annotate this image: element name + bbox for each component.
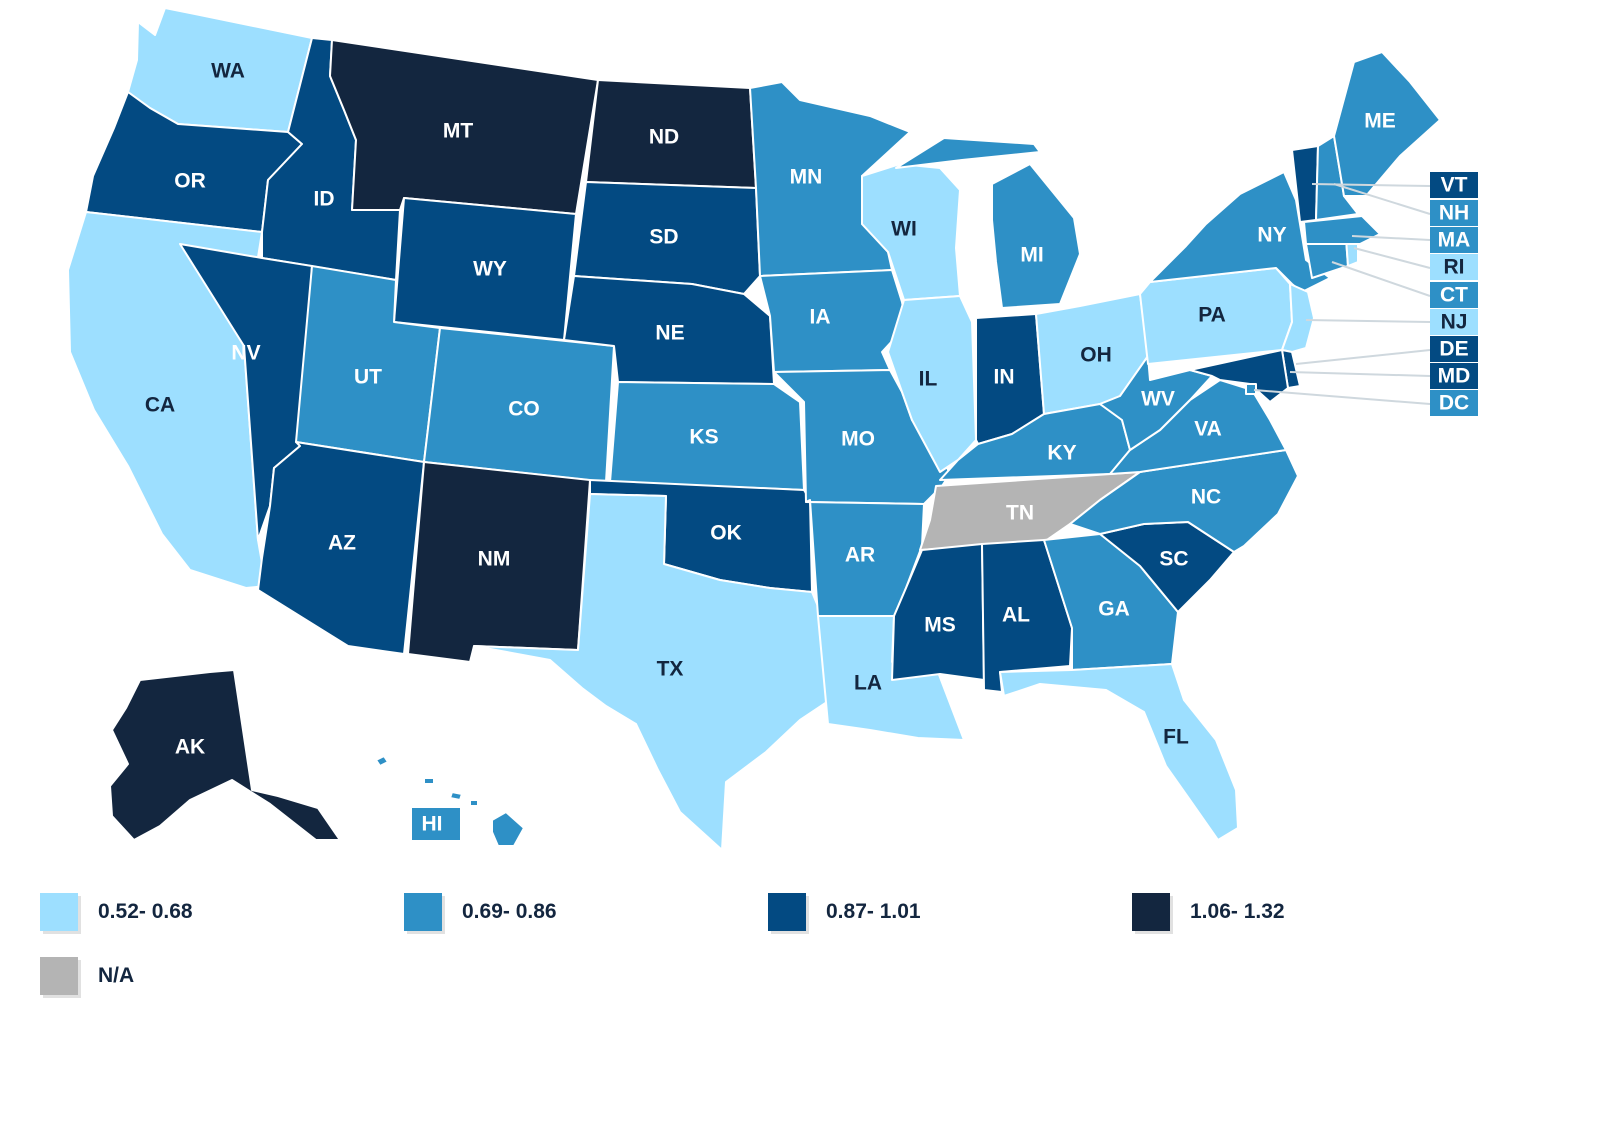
- label-TN: TN: [1006, 502, 1034, 525]
- state-IL[interactable]: [887, 295, 977, 473]
- label-box-MA: [1430, 227, 1478, 253]
- state-AK[interactable]: [109, 669, 341, 841]
- label-AK: AK: [175, 736, 205, 759]
- label-MI: MI: [1020, 244, 1043, 267]
- label-CA: CA: [145, 394, 175, 417]
- legend-label: 0.52- 0.68: [98, 900, 193, 923]
- label-box-NH: [1430, 200, 1478, 226]
- legend-label: N/A: [98, 964, 135, 987]
- label-NC: NC: [1191, 486, 1221, 509]
- label-MS: MS: [924, 614, 956, 637]
- state-FL[interactable]: [999, 663, 1239, 841]
- label-box-NJ: [1430, 309, 1478, 335]
- label-box-DC: [1430, 390, 1478, 416]
- label-ND: ND: [649, 126, 679, 149]
- state-AZ[interactable]: [257, 441, 425, 655]
- label-SD: SD: [649, 226, 678, 249]
- label-PA: PA: [1198, 304, 1226, 327]
- label-AZ: AZ: [328, 532, 356, 555]
- label-box-DE: [1430, 336, 1478, 362]
- state-MD[interactable]: [1189, 349, 1289, 403]
- state-MT[interactable]: [329, 39, 599, 215]
- label-WY: WY: [473, 258, 507, 281]
- label-SC: SC: [1159, 548, 1188, 571]
- legend-label: 0.69- 0.86: [462, 900, 557, 923]
- state-MI[interactable]: [895, 137, 1081, 309]
- state-HI[interactable]: [375, 755, 525, 847]
- label-IL: IL: [919, 368, 938, 391]
- legend-item-c1: 0.52- 0.68: [40, 893, 193, 931]
- label-box-HI: [412, 808, 460, 840]
- label-VA: VA: [1194, 418, 1222, 441]
- legend-item-c2: 0.69- 0.86: [404, 893, 557, 931]
- legend-label: 0.87- 1.01: [826, 900, 921, 923]
- label-KS: KS: [689, 426, 718, 449]
- label-CT: CT: [1440, 284, 1468, 307]
- label-OH: OH: [1080, 344, 1112, 367]
- label-MA: MA: [1438, 229, 1471, 252]
- label-DC: DC: [1439, 392, 1469, 415]
- label-box-VT: [1430, 172, 1478, 198]
- state-TX[interactable]: [473, 493, 831, 851]
- state-IA[interactable]: [759, 269, 907, 373]
- legend-item-na: N/A: [40, 957, 134, 995]
- label-IN: IN: [994, 366, 1015, 389]
- label-MD: MD: [1438, 365, 1471, 388]
- label-WI: WI: [891, 218, 917, 241]
- label-WA: WA: [211, 60, 245, 83]
- label-NV: NV: [231, 342, 260, 365]
- label-box-RI: [1430, 254, 1478, 280]
- state-KS[interactable]: [609, 381, 805, 491]
- label-OR: OR: [174, 170, 206, 193]
- label-box-CT: [1430, 282, 1478, 308]
- legend-label: 1.06- 1.32: [1190, 900, 1285, 923]
- label-ID: ID: [314, 188, 335, 211]
- label-AL: AL: [1002, 604, 1030, 627]
- legend-swatch: [1132, 893, 1170, 931]
- label-DE: DE: [1439, 338, 1468, 361]
- label-MN: MN: [790, 166, 823, 189]
- state-NC[interactable]: [1069, 449, 1299, 553]
- label-OK: OK: [710, 522, 742, 545]
- state-NJ[interactable]: [1281, 283, 1315, 353]
- label-UT: UT: [354, 366, 382, 389]
- label-ME: ME: [1364, 110, 1396, 133]
- label-LA: LA: [854, 672, 882, 695]
- legend-swatch: [768, 893, 806, 931]
- state-NH[interactable]: [1315, 135, 1359, 221]
- legend-item-c3: 0.87- 1.01: [768, 893, 921, 931]
- legend-swatch: [404, 893, 442, 931]
- legend-swatch: [40, 893, 78, 931]
- label-box-MD: [1430, 363, 1478, 389]
- state-ME[interactable]: [1333, 51, 1441, 197]
- label-MT: MT: [443, 120, 473, 143]
- label-KY: KY: [1047, 442, 1076, 465]
- label-HI: HI: [422, 813, 443, 836]
- label-NH: NH: [1439, 202, 1469, 225]
- label-NM: NM: [478, 548, 511, 571]
- state-NY[interactable]: [1149, 171, 1331, 293]
- label-NE: NE: [655, 322, 684, 345]
- label-CO: CO: [508, 398, 540, 421]
- label-AR: AR: [845, 544, 875, 567]
- label-RI: RI: [1444, 256, 1465, 279]
- label-NJ: NJ: [1441, 311, 1468, 334]
- legend-item-c4: 1.06- 1.32: [1132, 893, 1285, 931]
- label-TX: TX: [657, 658, 684, 681]
- legend-swatch: [40, 957, 78, 995]
- label-WV: WV: [1141, 388, 1175, 411]
- label-GA: GA: [1098, 598, 1130, 621]
- label-VT: VT: [1441, 174, 1468, 197]
- label-IA: IA: [810, 306, 831, 329]
- label-MO: MO: [841, 428, 875, 451]
- label-NY: NY: [1257, 224, 1286, 247]
- state-DC[interactable]: [1245, 383, 1257, 395]
- us-choropleth-map: WA OR CA ID NV MT WY UT AZ CO NM ND SD N…: [67, 7, 1478, 851]
- label-FL: FL: [1163, 726, 1189, 749]
